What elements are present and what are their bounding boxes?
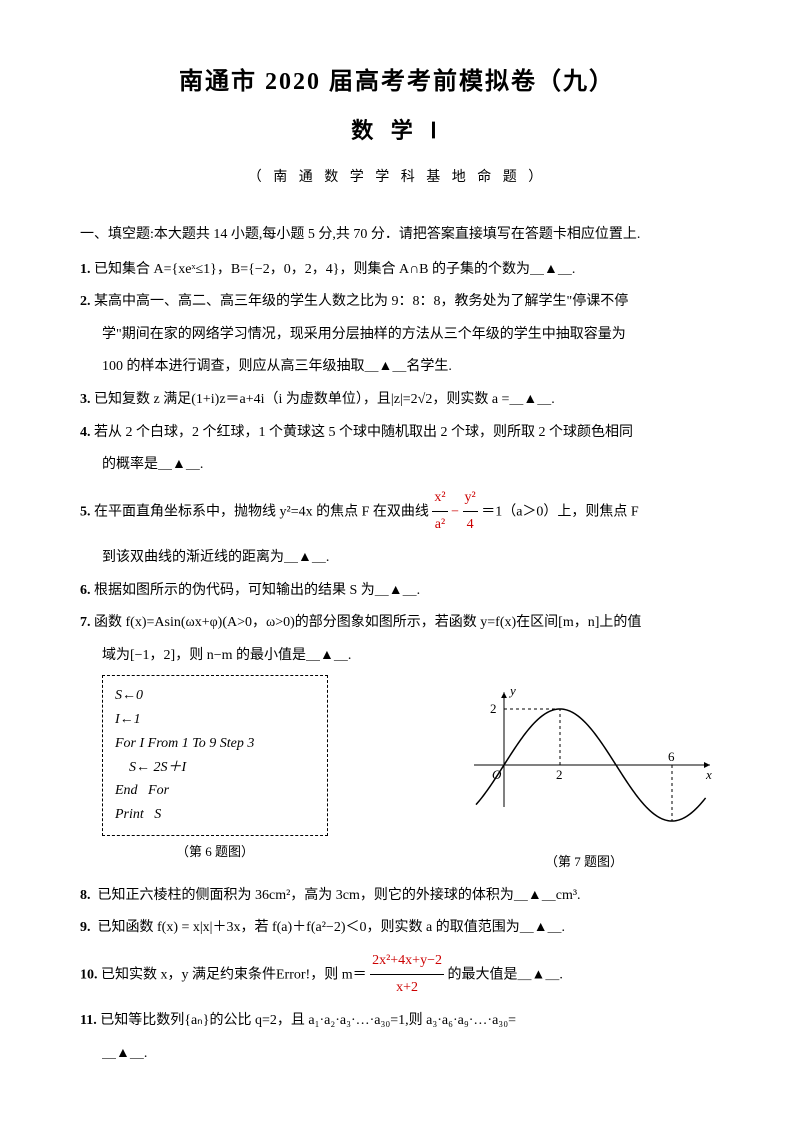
fraction-1: x² a²	[432, 485, 447, 539]
question-8: 8. 已知正六棱柱的侧面积为 36cm²，高为 3cm，则它的外接球的体积为＿▲…	[80, 883, 714, 910]
question-9-text: 已知函数 f(x) = x|x|＋3x，若 f(a)＋f(a²−2)＜0，则实数…	[98, 920, 566, 935]
figure-6-caption: （第 6 题图）	[102, 840, 328, 865]
question-7: 7. 函数 f(x)=Asin(ωx+φ)(A>0，ω>0)的部分图象如图所示，…	[80, 610, 714, 637]
question-6: 6. 根据如图所示的伪代码，可知输出的结果 S 为＿▲＿.	[80, 578, 714, 605]
question-5-line2: 到该双曲线的渐近线的距离为＿▲＿.	[80, 545, 714, 572]
fraction-3: 2x²+4x+y−2 x+2	[370, 948, 444, 1002]
code-line-3: For I From 1 To 9 Step 3	[115, 732, 315, 756]
code-line-4: S← 2S＋I	[115, 756, 315, 780]
question-5-pre: 在平面直角坐标系中，抛物线 y²=4x 的焦点 F 在双曲线	[94, 504, 429, 519]
page-subtitle: （ 南 通 数 学 学 科 基 地 命 题 ）	[80, 165, 714, 192]
question-2-line3: 100 的样本进行调查，则应从高三年级抽取＿▲＿名学生.	[80, 354, 714, 381]
question-4: 4. 若从 2 个白球，2 个红球，1 个黄球这 5 个球中随机取出 2 个球，…	[80, 420, 714, 447]
code-line-2: I←1	[115, 708, 315, 732]
question-11-line1: 已知等比数列{aₙ}的公比 q=2，且 a₁·a₂·a₃·…·a₃₀=1,则 a…	[100, 1013, 516, 1028]
question-5-post: ＝1（a＞0）上，则焦点 F	[481, 504, 639, 519]
svg-text:x: x	[705, 767, 712, 782]
question-1: 1. 已知集合 A={xeˣ≤1}，B={−2，0，2，4}，则集合 A∩B 的…	[80, 257, 714, 284]
svg-text:2: 2	[490, 701, 497, 716]
figure-6: S←0 I←1 For I From 1 To 9 Step 3 S← 2S＋I…	[102, 675, 328, 874]
question-9: 9. 已知函数 f(x) = x|x|＋3x，若 f(a)＋f(a²−2)＜0，…	[80, 915, 714, 942]
question-4-line1: 若从 2 个白球，2 个红球，1 个黄球这 5 个球中随机取出 2 个球，则所取…	[94, 425, 633, 440]
question-7-line2: 域为[−1，2]，则 n−m 的最小值是＿▲＿.	[80, 643, 714, 670]
code-line-6: Print S	[115, 803, 315, 827]
pseudocode-box: S←0 I←1 For I From 1 To 9 Step 3 S← 2S＋I…	[102, 675, 328, 836]
question-8-text: 已知正六棱柱的侧面积为 36cm²，高为 3cm，则它的外接球的体积为＿▲＿cm…	[98, 888, 581, 903]
code-line-5: End For	[115, 779, 315, 803]
svg-text:6: 6	[668, 749, 675, 764]
question-3: 3. 已知复数 z 满足(1+i)z＝a+4i（i 为虚数单位），且|z|=2√…	[80, 387, 714, 414]
question-5: 5. 在平面直角坐标系中，抛物线 y²=4x 的焦点 F 在双曲线 x² a² …	[80, 485, 714, 539]
code-line-1: S←0	[115, 684, 315, 708]
question-2-line2: 学"期间在家的网络学习情况，现采用分层抽样的方法从三个年级的学生中抽取容量为	[80, 322, 714, 349]
question-11-line2: ＿▲＿.	[80, 1041, 714, 1068]
svg-text:y: y	[508, 683, 516, 698]
question-2: 2. 某高中高一、高二、高三年级的学生人数之比为 9：8：8，教务处为了解学生"…	[80, 289, 714, 316]
figure-7-caption: （第 7 题图）	[454, 850, 714, 875]
question-3-text: 已知复数 z 满足(1+i)z＝a+4i（i 为虚数单位），且|z|=2√2，则…	[94, 392, 555, 407]
question-6-text: 根据如图所示的伪代码，可知输出的结果 S 为＿▲＿.	[94, 583, 420, 598]
question-11: 11. 已知等比数列{aₙ}的公比 q=2，且 a₁·a₂·a₃·…·a₃₀=1…	[80, 1008, 714, 1035]
question-10: 10. 已知实数 x，y 满足约束条件Error!，则 m＝ 2x²+4x+y−…	[80, 948, 714, 1002]
question-7-line1: 函数 f(x)=Asin(ωx+φ)(A>0，ω>0)的部分图象如图所示，若函数…	[94, 615, 641, 630]
sine-chart: O 2 6 2 x y	[454, 675, 714, 835]
question-2-line1: 某高中高一、高二、高三年级的学生人数之比为 9：8：8，教务处为了解学生"停课不…	[94, 294, 628, 309]
page-subject: 数 学 Ⅰ	[80, 110, 714, 152]
svg-text:2: 2	[556, 767, 563, 782]
question-1-text: 已知集合 A={xeˣ≤1}，B={−2，0，2，4}，则集合 A∩B 的子集的…	[94, 262, 575, 277]
figure-7: O 2 6 2 x y （第 7 题图）	[454, 675, 714, 874]
svg-text:O: O	[492, 767, 502, 782]
question-4-line2: 的概率是＿▲＿.	[80, 452, 714, 479]
page-title: 南通市 2020 届高考考前模拟卷（九）	[80, 60, 714, 106]
question-10-post: 的最大值是＿▲＿.	[447, 967, 562, 982]
figure-row: S←0 I←1 For I From 1 To 9 Step 3 S← 2S＋I…	[80, 675, 714, 874]
section-header: 一、填空题:本大题共 14 小题,每小题 5 分,共 70 分．请把答案直接填写…	[80, 222, 714, 249]
fraction-2: y² 4	[463, 485, 478, 539]
question-10-pre: 已知实数 x，y 满足约束条件Error!，则 m＝	[101, 967, 367, 982]
